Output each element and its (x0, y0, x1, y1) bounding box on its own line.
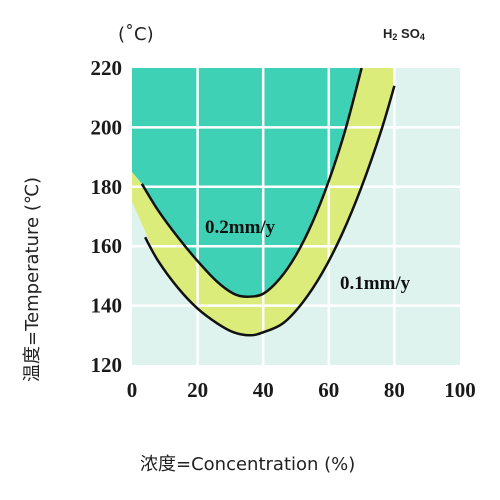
grid-layer (132, 68, 460, 365)
y-tick-label-180: 180 (91, 175, 123, 199)
x-tick-label-40: 40 (253, 378, 274, 402)
annotation-0.2mm-y: 0.2mm/y (205, 217, 276, 238)
formula-label: H2 SO4 (383, 26, 425, 42)
x-tick-label-100: 100 (444, 378, 476, 402)
x-tick-label-60: 60 (318, 378, 339, 402)
x-axis-ticks: 0 20 40 60 80 100 (127, 378, 476, 402)
y-tick-label-220: 220 (91, 56, 123, 80)
y-tick-label-200: 200 (91, 115, 123, 139)
x-tick-label-0: 0 (127, 378, 138, 402)
zone-0.2mm-y (132, 68, 364, 297)
y-axis-label: 温度=Temperature (℃) (22, 177, 43, 382)
curves-layer (140, 68, 396, 337)
y-axis-ticks: 220 200 180 160 140 120 (91, 56, 123, 377)
y-tick-label-140: 140 (91, 294, 123, 318)
x-tick-label-20: 20 (187, 378, 208, 402)
unit-label: (˚C) (118, 24, 154, 45)
curve-0.2mm-y (140, 68, 363, 298)
y-tick-label-120: 120 (91, 353, 123, 377)
annotation-0.1mm-y: 0.1mm/y (340, 273, 411, 294)
x-axis-label: 浓度=Concentration (%) (140, 454, 355, 475)
y-tick-label-160: 160 (91, 234, 123, 258)
curve-0.1mm-y (144, 85, 396, 337)
x-tick-label-80: 80 (384, 378, 405, 402)
